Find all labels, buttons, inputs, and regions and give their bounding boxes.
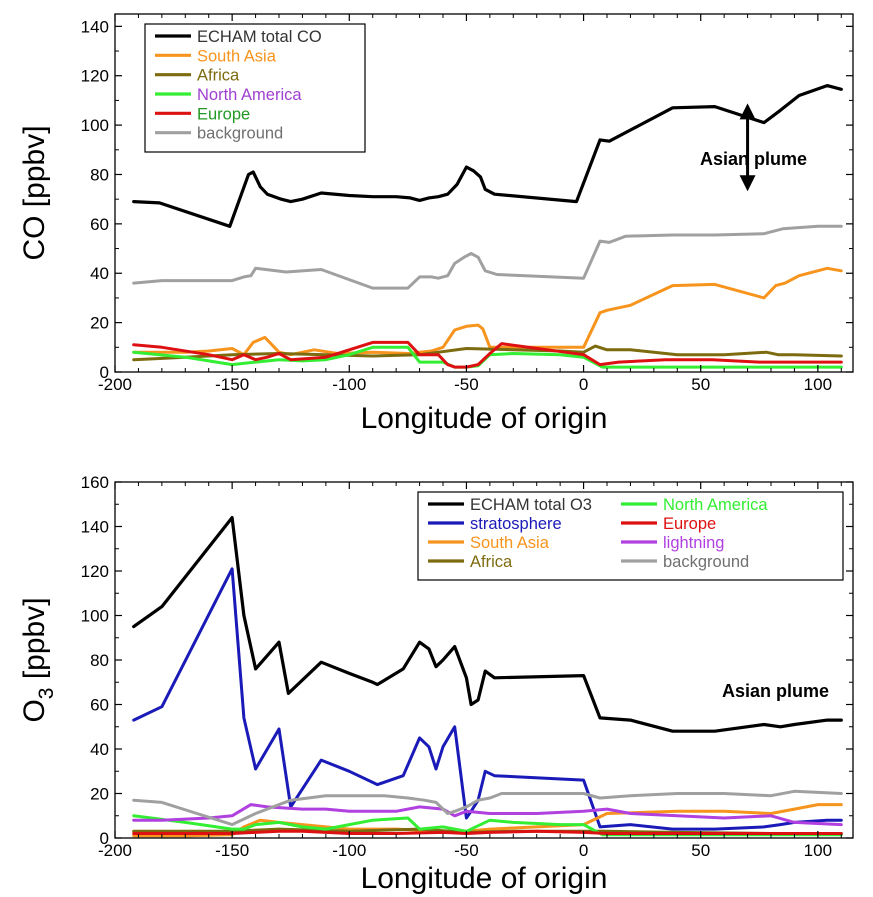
x-tick-label: 100	[804, 841, 832, 860]
x-tick-label: 100	[804, 375, 832, 394]
y-axis-title: O3 [ppbv]	[18, 597, 58, 722]
y-tick-label: 60	[90, 696, 109, 715]
legend-label: background	[197, 125, 283, 143]
series-line-europe	[132, 340, 843, 369]
legend-label: Africa	[470, 553, 513, 571]
chart-panel-2: -200 -150 -100 -50 0 50 100 0 20 40 60 80 100 120 140 1…	[18, 473, 854, 895]
y-tick-label: 0	[100, 363, 109, 382]
legend-label: ECHAM total CO	[197, 28, 322, 46]
legend-label: ECHAM total O3	[470, 496, 592, 514]
series-line-north-america	[132, 345, 843, 369]
arrow-head-up-icon	[739, 103, 756, 120]
y-tick-label: 40	[90, 264, 109, 283]
chart-panel-1: -200 -150 -100 -50 0 50 100 0 20 40 60 80 100 120 140 L…	[18, 13, 854, 435]
y-axis-title-unit: [ppbv]	[18, 597, 51, 687]
legend-label: South Asia	[470, 534, 550, 552]
y-tick-label: 100	[81, 607, 109, 626]
x-tick-label: -50	[454, 841, 479, 860]
legend-box	[417, 491, 844, 581]
x-axis-title: Longitude of origin	[361, 862, 608, 895]
y-tick-label: 0	[100, 829, 109, 848]
x-tick-label: 50	[691, 841, 710, 860]
y-axis-title-main: O	[18, 699, 51, 722]
series-lines	[132, 83, 843, 369]
legend-box	[144, 23, 366, 153]
y-tick-label: 100	[81, 116, 109, 135]
annotation-asian-plume: Asian plume	[700, 149, 807, 169]
series-line-south-asia	[132, 266, 843, 357]
y-tick-label: 160	[81, 473, 109, 492]
series-line-background	[132, 224, 843, 290]
x-tick-label: -100	[332, 841, 366, 860]
legend-label: background	[663, 553, 749, 571]
series-lines	[132, 515, 843, 838]
x-tick-label: -150	[215, 841, 249, 860]
series-line-background	[132, 789, 843, 827]
legend-label: stratosphere	[470, 515, 562, 533]
series-line-echam-total-co	[132, 83, 843, 228]
x-tick-label: -50	[454, 375, 479, 394]
x-tick-label: -200	[98, 375, 132, 394]
y-axis-title: CO [ppbv]	[18, 125, 51, 260]
y-axis-title-subscript: 3	[35, 688, 58, 700]
annotation-asian-plume: Asian plume	[722, 681, 829, 701]
legend-label: South Asia	[197, 47, 277, 65]
y-tick-label: 140	[81, 518, 109, 537]
legend-label: Europe	[663, 515, 716, 533]
x-tick-label: -200	[98, 841, 132, 860]
series-line-europe	[132, 829, 843, 835]
y-tick-label: 80	[90, 651, 109, 670]
legend-label: lightning	[663, 534, 724, 552]
y-tick-label: 20	[90, 314, 109, 333]
x-tick-label: 50	[691, 375, 710, 394]
x-tick-label: -100	[332, 375, 366, 394]
x-axis-title: Longitude of origin	[361, 402, 608, 435]
legend-label: Africa	[197, 67, 240, 85]
plot-frame	[114, 13, 854, 373]
y-tick-label: 120	[81, 562, 109, 581]
x-tick-label: 0	[579, 841, 588, 860]
y-tick-label: 140	[81, 17, 109, 36]
y-tick-label: 40	[90, 740, 109, 759]
legend-label: North America	[197, 86, 302, 104]
series-line-echam-total-o3	[132, 515, 843, 733]
legend-label: Europe	[197, 105, 250, 123]
series-line-stratosphere	[132, 567, 843, 831]
x-tick-label: -150	[215, 375, 249, 394]
arrow-head-down-icon	[739, 175, 756, 192]
y-tick-label: 60	[90, 215, 109, 234]
y-tick-label: 80	[90, 165, 109, 184]
x-tick-label: 0	[579, 375, 588, 394]
legend-label: North America	[663, 496, 768, 514]
y-tick-label: 120	[81, 67, 109, 86]
y-tick-label: 20	[90, 785, 109, 804]
